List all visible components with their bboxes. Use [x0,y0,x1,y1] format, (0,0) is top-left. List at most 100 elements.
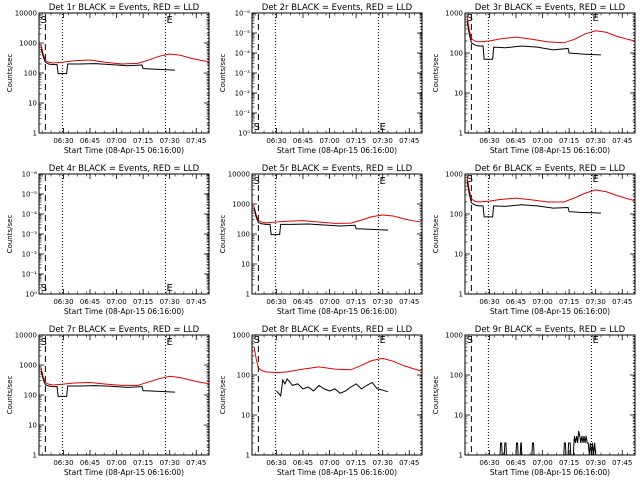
x-tick-label: 07:00 [106,459,126,467]
x-tick-label: 07:30 [373,298,393,306]
y-tick-label: 10⁻² [22,251,38,259]
panel-det-5r: Det 5r BLACK = Events, RED = LLD Counts/s… [219,164,423,316]
x-tick-label: 07:45 [186,298,206,306]
x-tick-label: 07:00 [532,137,552,145]
series-line-events [40,48,176,75]
plot-frame [251,12,423,134]
x-axis-label: Start Time (08-Apr-15 06:16:00) [64,307,184,316]
x-tick-label: 06:45 [80,459,100,467]
panel-title: Det 2r BLACK = Events, RED = LLD [262,3,413,13]
y-tick-label: 10⁰ [238,130,250,138]
y-tick-label: 10⁻³ [235,70,251,78]
marker-s: S [41,15,47,26]
marker-s: S [254,176,260,187]
marker-s: S [467,335,473,346]
y-tick-label: 100 [24,70,37,78]
x-tick-label: 07:45 [186,459,206,467]
series-line-events [466,21,602,60]
panel-det-2r: Det 2r BLACK = Events, RED = LLD Counts/s… [219,3,423,155]
y-tick-label: 1 [459,291,463,299]
marker-e: E [167,283,173,294]
y-tick-label: 10000 [228,171,250,179]
marker-e: E [593,13,599,24]
x-tick-label: 07:45 [612,137,632,145]
x-axis-label: Start Time (08-Apr-15 06:16:00) [490,146,610,155]
plot-frame [38,173,210,295]
panel-title: Det 6r BLACK = Events, RED = LLD [475,164,626,174]
y-tick-label: 1000 [19,40,37,48]
panel-title: Det 3r BLACK = Events, RED = LLD [475,3,626,13]
panel-det-3r: Det 3r BLACK = Events, RED = LLD Counts/s… [432,3,636,155]
series-line-events [466,181,602,218]
x-axis-label: Start Time (08-Apr-15 06:16:00) [64,146,184,155]
y-tick-label: 1 [459,130,463,138]
plot-frame [38,334,210,456]
x-tick-label: 06:45 [506,459,526,467]
y-tick-label: 100 [450,50,463,58]
y-tick-label: 100 [450,211,463,219]
x-tick-label: 07:30 [160,298,180,306]
x-tick-label: 07:15 [133,298,153,306]
plot-frame [251,173,423,295]
y-tick-label: 100 [237,231,250,239]
marker-e: E [593,174,599,185]
y-tick-label: 10 [454,412,463,420]
y-axis-label: Counts/sec [219,54,227,93]
x-tick-label: 07:30 [586,137,606,145]
x-tick-label: 07:00 [106,137,126,145]
x-axis-label: Start Time (08-Apr-15 06:16:00) [277,307,397,316]
x-tick-label: 07:30 [160,137,180,145]
x-tick-label: 06:45 [293,298,313,306]
y-tick-label: 1 [246,291,250,299]
x-tick-label: 06:45 [80,298,100,306]
x-tick-label: 06:30 [266,137,286,145]
y-tick-label: 10 [241,412,250,420]
panel-det-1r: Det 1r BLACK = Events, RED = LLD Counts/s… [6,3,210,155]
y-tick-label: 10⁻⁵ [22,191,38,199]
x-tick-label: 07:00 [319,459,339,467]
marker-e: E [380,176,386,187]
series-line-lld [40,45,210,65]
x-tick-label: 07:15 [559,137,579,145]
y-tick-label: 10 [28,100,37,108]
series-line-events [253,208,389,236]
x-tick-label: 07:30 [586,298,606,306]
y-axis-label: Counts/sec [432,54,440,93]
x-tick-label: 06:45 [80,137,100,145]
y-tick-label: 1000 [445,332,463,340]
marker-e: E [380,335,386,346]
plot-frame [464,334,636,456]
y-axis-label: Counts/sec [6,54,14,93]
y-tick-label: 1 [33,452,37,460]
series-line-events [276,377,389,398]
x-tick-label: 07:00 [319,137,339,145]
x-tick-label: 06:30 [479,459,499,467]
y-tick-label: 1000 [232,332,250,340]
x-tick-label: 07:15 [133,459,153,467]
y-tick-label: 10⁻⁶ [22,171,38,179]
y-tick-label: 1000 [445,10,463,18]
x-tick-label: 07:30 [586,459,606,467]
x-tick-label: 06:45 [506,298,526,306]
y-tick-label: 10⁻¹ [22,271,38,279]
x-tick-label: 07:00 [319,298,339,306]
x-tick-label: 07:45 [612,459,632,467]
x-tick-label: 07:45 [612,298,632,306]
x-axis-label: Start Time (08-Apr-15 06:16:00) [277,468,397,477]
y-tick-label: 1000 [232,201,250,209]
x-tick-label: 07:45 [399,298,419,306]
plot-frame [38,12,210,134]
panel-title: Det 4r BLACK = Events, RED = LLD [49,164,200,174]
panel-title: Det 5r BLACK = Events, RED = LLD [262,164,413,174]
x-tick-label: 07:45 [186,137,206,145]
series-line-lld [253,346,423,374]
y-axis-label: Counts/sec [432,215,440,254]
x-axis-label: Start Time (08-Apr-15 06:16:00) [490,468,610,477]
x-tick-label: 07:00 [532,298,552,306]
y-tick-label: 10⁻² [235,90,251,98]
panel-det-8r: Det 8r BLACK = Events, RED = LLD Counts/s… [219,325,423,477]
panel-title: Det 9r BLACK = Events, RED = LLD [475,325,626,335]
marker-s: S [467,13,473,24]
panel-det-4r: Det 4r BLACK = Events, RED = LLD Counts/s… [6,164,210,316]
y-tick-label: 10⁻⁶ [235,10,251,18]
